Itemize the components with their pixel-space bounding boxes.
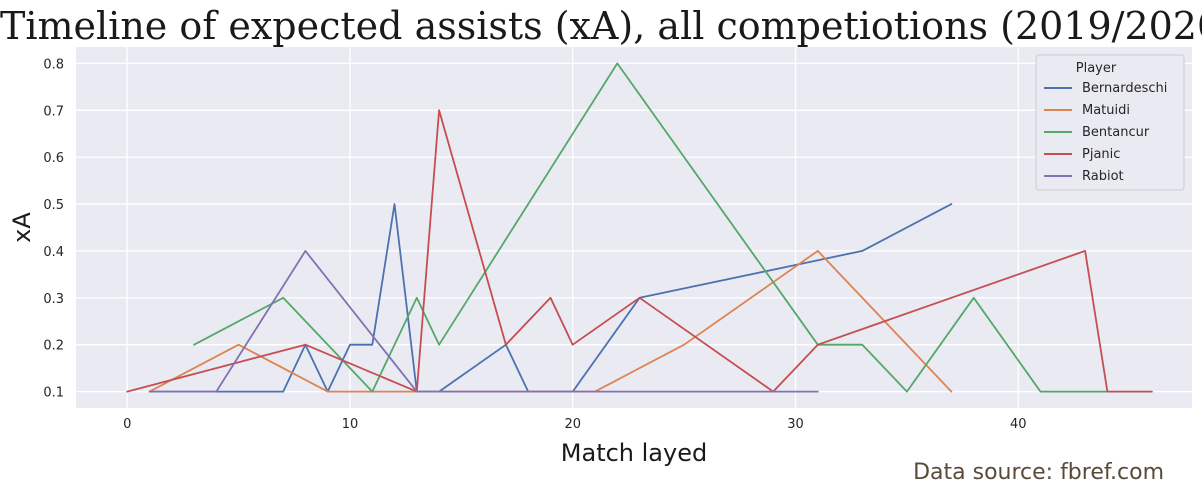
legend-entry: Bernardeschi [1082,81,1167,96]
legend-box [1035,54,1185,191]
y-tick-label: 0.2 [43,339,64,354]
x-axis-label: Match layed [561,439,707,467]
legend-entry: Bentancur [1082,125,1150,140]
series-line-rabiot [148,249,819,393]
x-tick-label: 30 [787,417,804,432]
y-tick-label: 0.5 [43,198,64,213]
plot-area [76,47,1192,408]
grid [76,47,1192,408]
x-tick-label: 10 [342,417,359,432]
y-tick-label: 0.8 [43,57,64,72]
x-tick-label: 20 [564,417,581,432]
y-axis-label: xA [8,212,36,243]
legend-title: Player [1076,61,1117,76]
y-tick-label: 0.3 [43,292,64,307]
legend-entry: Rabiot [1082,169,1124,184]
x-tick-label: 40 [1010,417,1027,432]
data-source-note: Data source: fbref.com [913,460,1164,485]
series-line-bentancur [193,62,1109,393]
y-axis-ticks: 0.1 0.2 0.3 0.4 0.5 0.6 0.7 0.8 [43,57,64,400]
legend-entry: Pjanic [1082,147,1120,162]
series-line-bernardeschi [148,203,953,393]
x-tick-label: 0 [123,417,131,432]
legend: Player Bernardeschi Matuidi Bentancur Pjani… [1035,54,1185,191]
y-tick-label: 0.1 [43,386,64,401]
legend-entry: Matuidi [1082,103,1130,118]
x-axis-ticks: 0 10 20 30 40 [123,417,1026,432]
chart-title: Timeline of expected assists (xA), all c… [0,4,1202,48]
y-tick-label: 0.7 [43,104,64,119]
series-lines [126,62,1153,393]
y-tick-label: 0.6 [43,151,64,166]
y-tick-label: 0.4 [43,245,64,260]
